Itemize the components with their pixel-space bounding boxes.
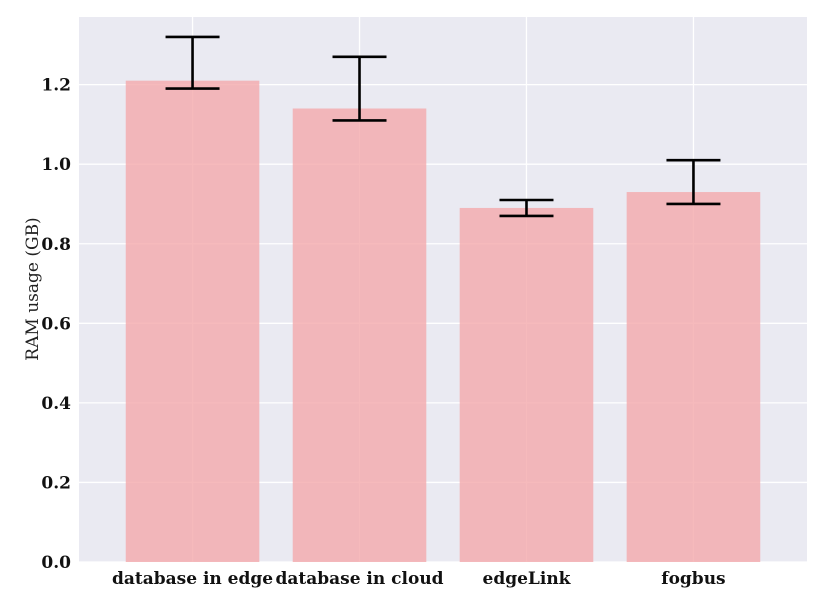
y-tick-label: 1.2 [41, 76, 71, 96]
y-tick-label: 0.8 [41, 235, 71, 255]
y-tick-label: 0.4 [41, 394, 71, 414]
x-tick-label: edgeLink [483, 569, 572, 589]
y-axis-ticks: 0.0 0.2 0.4 0.6 0.8 1.0 1.2 [41, 76, 71, 573]
error-bars [165, 35, 721, 218]
x-axis-ticks: database in edge database in cloud edgeLin… [112, 569, 726, 589]
y-tick-label: 0.6 [41, 314, 71, 334]
x-tick-label: database in edge [112, 569, 273, 589]
bar-1 [292, 108, 427, 563]
x-tick-label: fogbus [661, 569, 725, 589]
y-tick-label: 1.0 [41, 155, 71, 175]
bar-2 [459, 207, 594, 562]
bars [125, 80, 761, 563]
bar-0 [125, 80, 260, 563]
y-tick-label: 0.2 [41, 473, 71, 493]
y-tick-label: 0.0 [41, 553, 71, 573]
x-tick-label: database in cloud [275, 569, 443, 589]
bar-3 [626, 192, 761, 562]
y-axis-label: RAM usage (GB) [23, 217, 43, 360]
